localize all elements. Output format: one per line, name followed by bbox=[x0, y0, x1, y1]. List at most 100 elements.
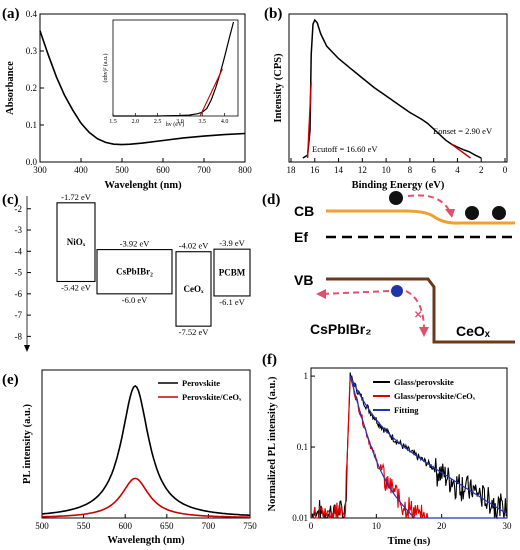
energy-top-label: -1.72 eV bbox=[61, 192, 92, 202]
panel-c-ytick-label: -2 bbox=[15, 204, 23, 214]
panel-a-ylabel: Absorbance bbox=[5, 61, 16, 115]
panel-b: (b) 18 16 14 12 10 8 6 4 2 0 Binding Energy (eV) … bbox=[264, 6, 508, 191]
blocked-hole-arrow bbox=[405, 290, 425, 331]
panel-b-xtick-label: 2 bbox=[479, 165, 484, 175]
panel-e-xtick-label: 700 bbox=[202, 521, 216, 531]
inset-xtick-label: 4.0 bbox=[221, 119, 229, 125]
panel-b-ups-line bbox=[302, 18, 482, 159]
panel-a-xtick-label: 700 bbox=[197, 165, 211, 175]
panel-e-frame bbox=[41, 369, 251, 519]
panel-d: (d) CB Ef VB ✕ CsPbIBr₂ CeOₓ bbox=[262, 191, 515, 344]
panel-b-label: (b) bbox=[264, 6, 282, 22]
panel-f-ylabel: Normalized PL intensity (a.u.) bbox=[267, 376, 278, 512]
inset-xtick-label: 1.5 bbox=[109, 119, 117, 125]
inset-tauc-line bbox=[113, 21, 235, 117]
electron-3 bbox=[492, 206, 506, 220]
legend-perovskite-ceox: Perovskite/CeOₓ bbox=[182, 392, 242, 402]
panel-e-xtick-label: 500 bbox=[35, 521, 49, 531]
legend-glass-perovskite-ceox: Glass/perovskite/CeOₓ bbox=[394, 391, 476, 401]
panel-a-xtick-label: 600 bbox=[156, 165, 170, 175]
panel-f-xtick-label: 30 bbox=[503, 521, 513, 531]
energy-bottom-label: -7.52 eV bbox=[179, 327, 210, 337]
panel-c-ytick-label: -8 bbox=[15, 331, 23, 341]
panel-e-ylabel: PL intensity (a.u.) bbox=[22, 404, 33, 484]
panel-f-xtick-label: 10 bbox=[372, 521, 382, 531]
electron-transfer-arrow bbox=[407, 194, 451, 213]
hole bbox=[391, 285, 403, 297]
inset-xtick-label: 3.0 bbox=[176, 119, 184, 125]
panel-a-label: (a) bbox=[2, 6, 20, 22]
energy-top-label: -3.9 eV bbox=[219, 238, 245, 248]
hole-transfer-arrow bbox=[321, 290, 390, 295]
panel-f-xtick-label: 0 bbox=[309, 521, 314, 531]
panel-c-ytick-label: -5 bbox=[15, 268, 23, 278]
panel-b-frame bbox=[288, 13, 508, 163]
panel-c-ytick-label: -7 bbox=[15, 310, 23, 320]
panel-a-ytick-label: 0.1 bbox=[26, 120, 37, 130]
pl-spectrum-line bbox=[41, 477, 250, 518]
panel-b-xtick-label: 4 bbox=[455, 165, 460, 175]
panel-c-label: (c) bbox=[2, 192, 19, 208]
panel-b-xtick-label: 16 bbox=[310, 165, 320, 175]
panel-e-label: (e) bbox=[2, 372, 19, 388]
blocked-hole-arrowhead bbox=[419, 327, 429, 337]
panel-e-xtick-label: 750 bbox=[243, 521, 257, 531]
panel-b-xtick-label: 12 bbox=[358, 165, 367, 175]
cb-label: CB bbox=[294, 203, 314, 219]
energy-bottom-label: -5.42 eV bbox=[61, 282, 92, 292]
panel-e: (e) 500 550 600 650 700 750 Wavelength (nm) P… bbox=[2, 369, 257, 546]
panel-e-xtick-label: 600 bbox=[118, 521, 132, 531]
panel-f-xlabel: Time (ns) bbox=[388, 536, 431, 547]
panel-b-ylabel: Intensity (CPS) bbox=[273, 53, 284, 123]
hole-transfer-arrowhead bbox=[316, 289, 326, 299]
vb-band-line bbox=[326, 277, 515, 344]
panel-b-ecutoff-label: Ecutoff = 16.60 eV bbox=[312, 144, 378, 154]
panel-b-xtick-label: 18 bbox=[287, 165, 297, 175]
inset-xtick-label: 3.5 bbox=[199, 119, 207, 125]
trpl-perovskite-line bbox=[310, 372, 507, 520]
panel-b-xtick-label: 10 bbox=[382, 165, 392, 175]
trpl-fit-line bbox=[349, 375, 508, 515]
panel-a-xtick-label: 800 bbox=[238, 165, 252, 175]
panel-a-inset-xlabel: hv (eV) bbox=[166, 121, 185, 128]
energy-bottom-label: -6.0 eV bbox=[122, 295, 148, 305]
panel-c-ytick-label: -6 bbox=[15, 289, 23, 299]
energy-box bbox=[175, 251, 212, 327]
panel-a-xtick-label: 500 bbox=[115, 165, 129, 175]
panel-b-xtick-label: 6 bbox=[431, 165, 436, 175]
energy-box-name: CsPbIBr₂ bbox=[116, 267, 153, 277]
panel-c-axis-arrow bbox=[24, 345, 30, 352]
panel-c-ytick-label: -4 bbox=[15, 246, 23, 256]
legend-fitting: Fitting bbox=[394, 405, 419, 415]
energy-box bbox=[56, 202, 96, 283]
trpl-fit-line bbox=[349, 375, 507, 519]
panel-b-xtick-label: 14 bbox=[334, 165, 344, 175]
energy-bottom-label: -6.1 eV bbox=[219, 297, 245, 307]
panel-a-inset-frame bbox=[112, 19, 239, 117]
panel-b-fit-line bbox=[451, 143, 471, 159]
panel-a-xlabel: Wavelenght (nm) bbox=[104, 180, 182, 191]
blocked-marker: ✕ bbox=[414, 310, 422, 321]
pl-spectrum-line bbox=[41, 384, 251, 517]
panel-e-xtick-label: 650 bbox=[160, 521, 174, 531]
panel-a-xtick-label: 400 bbox=[74, 165, 88, 175]
panel-f-ytick-label: 0.01 bbox=[292, 513, 308, 523]
energy-box-name: NiOₓ bbox=[67, 237, 86, 247]
electron-1 bbox=[389, 191, 403, 205]
panel-a-ytick-label: 0.3 bbox=[26, 46, 38, 56]
panel-c: (c) -2 -3 -4 -5 -6 -7 -8 -1.72 eV -5.42 eV NiOₓ -… bbox=[2, 192, 251, 352]
vb-label: VB bbox=[294, 272, 313, 288]
electron-2 bbox=[465, 206, 479, 220]
panel-a-xtick-label: 300 bbox=[33, 165, 47, 175]
panel-a-ytick-label: 0.4 bbox=[26, 9, 38, 19]
right-material-label: CeOₓ bbox=[456, 323, 491, 339]
panel-f-label: (f) bbox=[262, 352, 277, 368]
panel-b-eonset-label: Eonset = 2.90 eV bbox=[433, 126, 493, 136]
panel-e-xtick-label: 550 bbox=[77, 521, 91, 531]
panel-a-ytick-label: 0.0 bbox=[26, 157, 38, 167]
energy-box bbox=[213, 248, 251, 297]
panel-f-ytick-label: 1 bbox=[304, 371, 309, 381]
energy-box-name: PCBM bbox=[219, 268, 246, 278]
energy-top-label: -3.92 eV bbox=[120, 239, 151, 249]
